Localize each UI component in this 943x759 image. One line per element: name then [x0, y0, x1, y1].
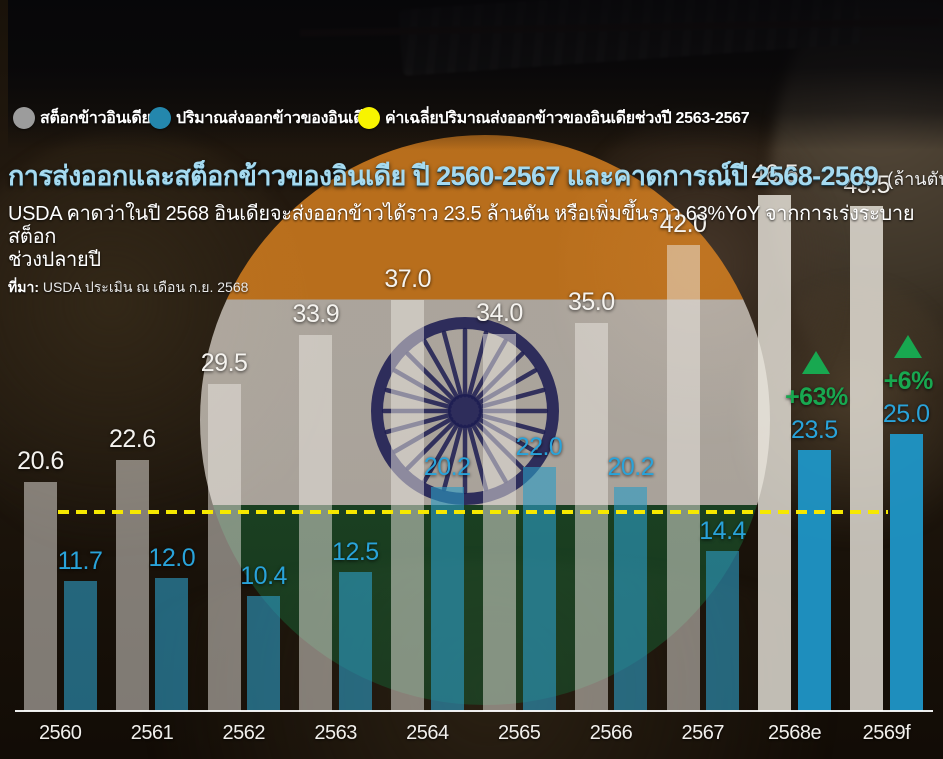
x-axis-label: 2562 [222, 722, 266, 744]
stock-value-label: 37.0 [384, 265, 432, 294]
export-bar-2560 [63, 581, 97, 711]
subtitle-line-1: USDA คาดว่าในปี 2568 อินเดียจะส่งออกข้าว… [8, 203, 915, 248]
legend-label-export: ปริมาณส่งออกข้าวของอินเดีย [176, 109, 373, 127]
legend: สต็อกข้าวอินเดีย ปริมาณส่งออกข้าวของอินเ… [8, 105, 943, 131]
source-note: ที่มา: USDA ประเมิน ณ เดือน ก.ย. 2568 [8, 277, 938, 299]
stock-bar-2569f [850, 205, 884, 711]
stock-bar-2561 [115, 460, 149, 711]
growth-annotation: +6% [883, 366, 934, 395]
export-bar-2565 [522, 466, 556, 711]
stock-value-label: 46.5 [751, 159, 799, 188]
export-value-label: 23.5 [791, 416, 838, 445]
x-axis-label: 2568e [768, 722, 822, 744]
title-row: การส่งออกและสต็อกข้าวของอินเดีย ปี 2560-… [8, 154, 943, 197]
x-axis-label: 2561 [130, 722, 174, 744]
subtitle-line-2: ช่วงปลายปี [8, 249, 101, 271]
x-axis-baseline [15, 710, 933, 712]
export-bar-2563 [338, 572, 372, 711]
stock-bar-2565 [483, 333, 516, 711]
export-value-label: 12.5 [332, 538, 379, 567]
stock-bar-2567 [666, 244, 700, 711]
growth-annotation: +63% [785, 383, 848, 412]
stock-bar-2560 [24, 482, 57, 711]
export-bar-2562 [247, 595, 281, 711]
average-export-line [58, 510, 888, 515]
source-text: USDA ประเมิน ณ เดือน ก.ย. 2568 [38, 279, 249, 295]
export-bar-2569f [889, 433, 923, 711]
legend-item-stock: สต็อกข้าวอินเดีย [13, 105, 151, 131]
subtitle: USDA คาดว่าในปี 2568 อินเดียจะส่งออกข้าว… [8, 203, 938, 272]
triangle-up-icon [894, 334, 923, 358]
stock-value-label: 22.6 [108, 425, 156, 454]
stock-bar-2568e [758, 194, 792, 711]
legend-label-stock: สต็อกข้าวอินเดีย [40, 109, 151, 127]
x-axis-label: 2566 [589, 722, 633, 744]
legend-item-export: ปริมาณส่งออกข้าวของอินเดีย [149, 105, 373, 131]
export-bar-2564 [430, 486, 464, 711]
x-axis-label: 2565 [497, 722, 541, 744]
stock-value-label: 42.0 [659, 209, 707, 238]
export-bar-2566 [614, 486, 648, 711]
x-axis-label: 2563 [314, 722, 357, 744]
x-axis-label: 2560 [38, 722, 82, 744]
stock-bar-2562 [207, 383, 241, 711]
legend-item-average: ค่าเฉลี่ยปริมาณส่งออกข้าวของอินเดียช่วงป… [358, 105, 750, 131]
stock-bar-2564 [391, 300, 425, 711]
x-axis-label: 2569f [862, 722, 911, 744]
x-axis-label: 2567 [681, 722, 725, 744]
export-value-label: 12.0 [148, 543, 196, 572]
export-value-label: 10.4 [240, 561, 287, 590]
stock-value-label: 33.9 [292, 299, 340, 328]
stock-value-label: 20.6 [17, 447, 64, 476]
stock-value-label: 45.5 [843, 170, 891, 199]
header: การส่งออกและสต็อกข้าวของอินเดีย ปี 2560-… [8, 0, 943, 299]
export-value-label: 20.2 [423, 452, 471, 481]
export-bar-2561 [155, 577, 189, 711]
export-bar-2567 [706, 551, 740, 711]
export-value-label: 22.0 [515, 432, 563, 461]
triangle-up-icon [802, 351, 831, 375]
legend-label-average: ค่าเฉลี่ยปริมาณส่งออกข้าวของอินเดียช่วงป… [385, 109, 750, 127]
export-value-label: 14.4 [699, 517, 746, 546]
stock-bar-2563 [299, 334, 333, 711]
stock-value-label: 34.0 [476, 298, 523, 327]
x-axis-label: 2564 [406, 722, 449, 744]
export-bar-2568e [797, 450, 831, 711]
export-value-label: 11.7 [57, 547, 103, 576]
source-label: ที่มา: [8, 279, 39, 295]
stock-bar-2566 [574, 322, 608, 711]
page-title: การส่งออกและสต็อกข้าวของอินเดีย ปี 2560-… [8, 161, 879, 191]
stock-value-label: 29.5 [200, 348, 248, 377]
legend-dot-export-icon [149, 107, 171, 129]
unit-label: (ล้านตัน) [887, 169, 943, 189]
export-value-label: 20.2 [607, 452, 655, 481]
stock-value-label: 35.0 [567, 287, 615, 316]
export-value-label: 25.0 [882, 399, 930, 428]
legend-dot-average-icon [358, 107, 380, 129]
legend-dot-stock-icon [13, 107, 35, 129]
